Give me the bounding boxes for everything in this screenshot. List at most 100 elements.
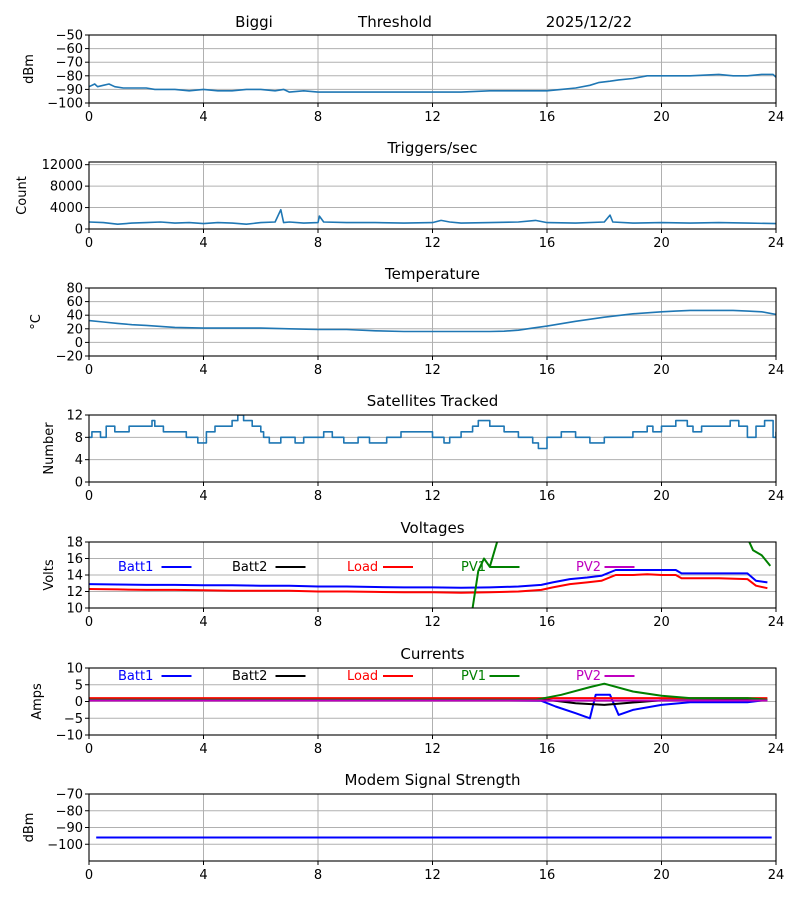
x-tick-label: 8 (314, 110, 322, 125)
x-tick-label: 0 (85, 615, 93, 630)
series-line-satellites (89, 415, 776, 450)
x-tick-label: 16 (539, 236, 556, 251)
legend-label-batt2: Batt2 (232, 669, 267, 684)
x-tick-label: 0 (85, 363, 93, 378)
y-tick-label: 18 (66, 536, 83, 551)
y-tick-label: 12000 (42, 158, 83, 173)
series-line-triggers (89, 208, 776, 225)
x-tick-label: 24 (768, 236, 785, 251)
x-tick-label: 24 (768, 363, 785, 378)
y-tick-label: −100 (47, 838, 83, 853)
y-tick-label: 14 (66, 569, 83, 584)
chart-title: Modem Signal Strength (345, 771, 521, 789)
y-tick-label: 4 (75, 453, 83, 468)
y-tick-label: 80 (66, 282, 83, 297)
x-tick-label: 20 (653, 236, 670, 251)
y-tick-label: 10 (66, 662, 83, 677)
x-tick-label: 4 (199, 742, 207, 757)
x-tick-label: 8 (314, 742, 322, 757)
x-tick-label: 20 (653, 615, 670, 630)
y-tick-label: −50 (56, 29, 83, 44)
y-tick-label: 8 (75, 431, 83, 446)
series-line-temperature (89, 309, 776, 333)
x-tick-label: 8 (314, 615, 322, 630)
chart-title: Temperature (384, 265, 480, 283)
x-tick-label: 24 (768, 110, 785, 125)
y-tick-label: 0 (75, 336, 83, 351)
y-axis-label: Volts (42, 559, 57, 591)
y-tick-label: −70 (56, 56, 83, 71)
header-date: 2025/12/22 (546, 13, 632, 31)
legend-label-batt1: Batt1 (118, 560, 153, 575)
y-axis-label: Count (15, 176, 30, 215)
y-tick-label: 12 (66, 585, 83, 600)
y-tick-label: 0 (75, 476, 83, 491)
series-line-batt1 (89, 569, 768, 589)
y-axis-label: Number (42, 422, 57, 475)
y-axis-label: °C (29, 314, 44, 330)
series-line-threshold (89, 73, 776, 93)
legend-label-pv1: PV1 (461, 669, 486, 684)
x-tick-label: 24 (768, 489, 785, 504)
y-tick-label: 16 (66, 552, 83, 567)
x-tick-label: 4 (199, 236, 207, 251)
x-tick-label: 4 (199, 110, 207, 125)
x-tick-label: 12 (424, 489, 441, 504)
legend-label-load: Load (347, 560, 378, 575)
x-tick-label: 16 (539, 110, 556, 125)
y-tick-label: −80 (56, 69, 83, 84)
panel-satellites: 0 4 8 12 16 20 24 0 4 8 12 Satellites Tracked Number (42, 392, 784, 504)
y-tick-label: 4000 (50, 201, 83, 216)
x-tick-label: 4 (199, 363, 207, 378)
y-tick-label: 20 (66, 322, 83, 337)
y-tick-label: 10 (66, 602, 83, 617)
x-tick-label: 20 (653, 110, 670, 125)
x-tick-label: 12 (424, 363, 441, 378)
panel-modem: 0 4 8 12 16 20 24 −70−80 −90 −100 Modem Signal Str… (22, 771, 784, 883)
y-tick-label: −70 (56, 788, 83, 803)
legend-label-pv2: PV2 (576, 560, 601, 575)
series-line-pv1 (471, 542, 772, 608)
y-tick-label: 0 (75, 695, 83, 710)
y-tick-label: 5 (75, 678, 83, 693)
legend-label-pv2: PV2 (576, 669, 601, 684)
y-axis-label: dBm (22, 54, 37, 84)
x-tick-label: 16 (539, 489, 556, 504)
y-tick-label: −90 (56, 821, 83, 836)
y-tick-label: −90 (56, 83, 83, 98)
header-site: Biggi (235, 13, 273, 31)
x-tick-label: 16 (539, 615, 556, 630)
x-tick-label: 8 (314, 363, 322, 378)
y-tick-label: −60 (56, 42, 83, 57)
x-tick-label: 4 (199, 489, 207, 504)
x-tick-label: 8 (314, 489, 322, 504)
x-tick-label: 24 (768, 742, 785, 757)
x-tick-label: 12 (424, 110, 441, 125)
x-tick-label: 16 (539, 363, 556, 378)
y-tick-label: −100 (47, 97, 83, 112)
y-tick-label: 12 (66, 409, 83, 424)
y-tick-label: 40 (66, 309, 83, 324)
x-tick-label: 0 (85, 489, 93, 504)
y-tick-label: 0 (75, 223, 83, 238)
chart-title: Triggers/sec (387, 139, 478, 157)
y-tick-label: 60 (66, 295, 83, 310)
y-axis-label: Amps (30, 683, 45, 720)
x-tick-label: 8 (314, 236, 322, 251)
x-tick-label: 20 (653, 489, 670, 504)
x-tick-label: 12 (424, 868, 441, 883)
x-tick-label: 12 (424, 236, 441, 251)
series-line-load (89, 573, 768, 594)
x-tick-label: 16 (539, 868, 556, 883)
y-tick-label: −80 (56, 804, 83, 819)
x-tick-label: 8 (314, 868, 322, 883)
legend-label-pv1: PV1 (461, 560, 486, 575)
x-tick-label: 0 (85, 868, 93, 883)
x-tick-label: 24 (768, 868, 785, 883)
x-tick-label: 24 (768, 615, 785, 630)
x-tick-label: 4 (199, 615, 207, 630)
